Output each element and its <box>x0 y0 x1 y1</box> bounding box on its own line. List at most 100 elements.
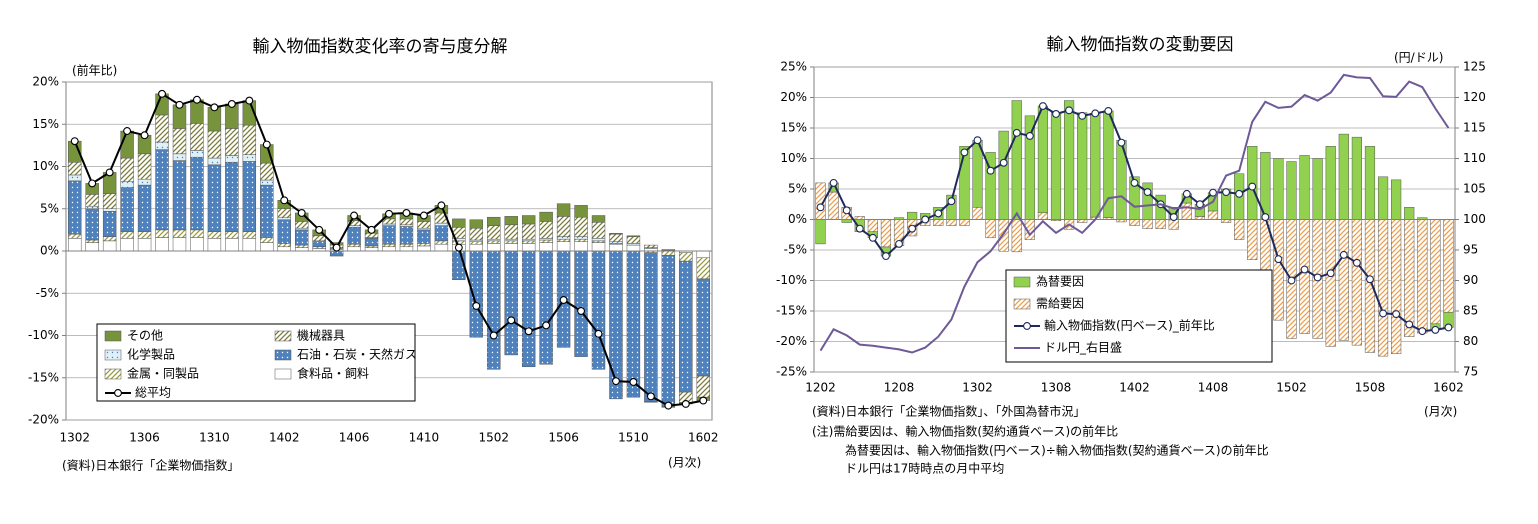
legend-swatch <box>1023 322 1031 330</box>
bar-segment <box>260 162 274 181</box>
line-marker <box>664 401 673 410</box>
bar-segment <box>277 219 291 244</box>
y2-tick-label: 95 <box>1463 243 1478 257</box>
bar-segment <box>539 238 553 241</box>
bar-segment <box>172 153 187 161</box>
line-marker <box>297 209 306 217</box>
bar-segment <box>190 156 204 231</box>
y-tick-label: -20% <box>776 334 807 348</box>
x-tick-label: 1602 <box>1433 381 1464 395</box>
bar-segment <box>312 235 326 242</box>
line-marker <box>1209 188 1217 197</box>
bar-segment <box>1273 158 1284 220</box>
bar-segment <box>364 245 379 248</box>
legend-label: その他 <box>127 329 163 343</box>
line-marker <box>350 211 359 220</box>
bar-segment <box>1103 110 1114 218</box>
y-tick-label: -20% <box>28 413 59 427</box>
bar-segment <box>207 164 222 232</box>
bar-segment <box>399 226 414 245</box>
y-tick-label: 15% <box>32 117 59 131</box>
y-tick-label: 0% <box>788 212 807 226</box>
y2-tick-label: 75 <box>1463 365 1478 379</box>
bar-segment <box>487 238 501 242</box>
y2-tick-label: 125 <box>1463 60 1486 74</box>
bar-segment <box>469 219 484 229</box>
bar-segment <box>242 154 257 162</box>
bar-segment <box>172 160 187 231</box>
bar-segment <box>959 146 970 220</box>
line-marker <box>1248 182 1257 191</box>
line-marker <box>367 225 376 234</box>
y-tick-label: 0% <box>40 244 59 258</box>
legend-swatch <box>104 349 122 361</box>
y2-tick-label: 90 <box>1463 273 1478 287</box>
line-marker <box>1222 188 1231 197</box>
bar-segment <box>591 240 606 243</box>
bar-segment <box>155 229 169 238</box>
y2-tick-label: 105 <box>1463 182 1486 196</box>
bar-segment <box>574 250 588 357</box>
bar-segment <box>399 246 414 252</box>
x-tick-label: 1602 <box>688 431 719 445</box>
bar-segment <box>1404 219 1415 337</box>
bar-segment <box>207 130 222 159</box>
x-tick-label: 1508 <box>1355 381 1386 395</box>
legend-label: 石油・石炭・天然ガス <box>297 347 417 362</box>
line-marker <box>921 215 930 224</box>
bar-segment <box>933 219 944 226</box>
bar-segment <box>521 240 536 244</box>
bar-segment <box>574 205 588 218</box>
bar-segment <box>382 243 396 248</box>
line-marker <box>681 399 690 408</box>
y-tick-label: -10% <box>776 273 807 287</box>
bar-segment <box>1155 219 1166 229</box>
line-marker <box>1261 213 1270 222</box>
bar-segment <box>85 239 99 243</box>
bar-segment <box>312 241 326 248</box>
bar-segment <box>225 155 239 163</box>
bar-segment <box>626 235 641 237</box>
line-marker <box>175 100 184 109</box>
bar-segment <box>679 252 693 262</box>
bar-segment <box>696 250 710 259</box>
legend-swatch <box>104 368 122 380</box>
bar-segment <box>1443 219 1454 313</box>
bar-segment <box>1351 219 1362 346</box>
x-unit-label: (月次) <box>668 456 701 470</box>
bar-segment <box>1011 219 1022 253</box>
bar-segment <box>661 254 676 407</box>
bar-segment <box>329 250 344 257</box>
line-marker <box>960 148 969 157</box>
bar-segment <box>591 215 606 223</box>
bar-segment <box>1417 219 1428 334</box>
bar-segment <box>556 203 571 217</box>
bar-segment <box>1377 219 1389 357</box>
y2-tick-label: 100 <box>1463 212 1486 226</box>
bar-segment <box>521 243 536 252</box>
bar-segment <box>242 231 257 239</box>
bar-segment <box>102 208 117 212</box>
bar-segment <box>417 229 431 244</box>
legend-label: 化学製品 <box>127 347 175 362</box>
bar-segment <box>504 224 518 240</box>
legend-label: 需給要因 <box>1036 297 1084 311</box>
line-marker <box>842 206 851 215</box>
bar-segment <box>504 250 518 356</box>
bar-segment <box>1338 219 1349 341</box>
bar-segment <box>504 240 518 244</box>
bar-segment <box>137 153 152 180</box>
bar-segment <box>347 246 361 252</box>
bar-segment <box>260 237 274 243</box>
bar-segment <box>382 218 396 225</box>
bar-segment <box>347 243 361 248</box>
line-marker <box>332 243 341 252</box>
line-marker <box>612 377 620 386</box>
y-tick-label: -5% <box>36 286 59 300</box>
y-tick-label: 5% <box>788 182 807 196</box>
bar-segment <box>487 243 501 252</box>
bar-segment <box>364 247 379 252</box>
bar-segment <box>172 237 187 252</box>
